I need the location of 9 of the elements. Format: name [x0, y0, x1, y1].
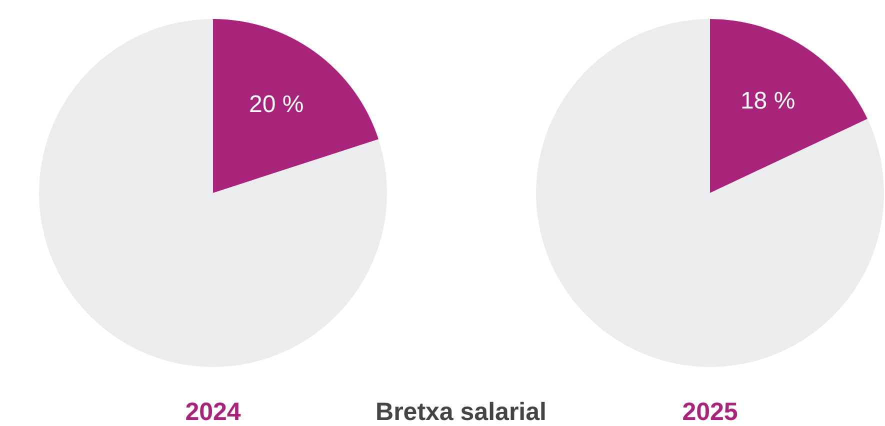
pie-slice	[213, 19, 378, 193]
pie-slice	[710, 19, 868, 193]
text: 2024	[185, 398, 241, 426]
text: Bretxa salarial	[376, 398, 546, 426]
pie-slice	[536, 19, 884, 367]
pie-slice	[39, 19, 387, 367]
text: 2025	[682, 398, 738, 426]
data-label: 18 %	[740, 87, 796, 114]
data-label: 20 %	[249, 91, 304, 118]
